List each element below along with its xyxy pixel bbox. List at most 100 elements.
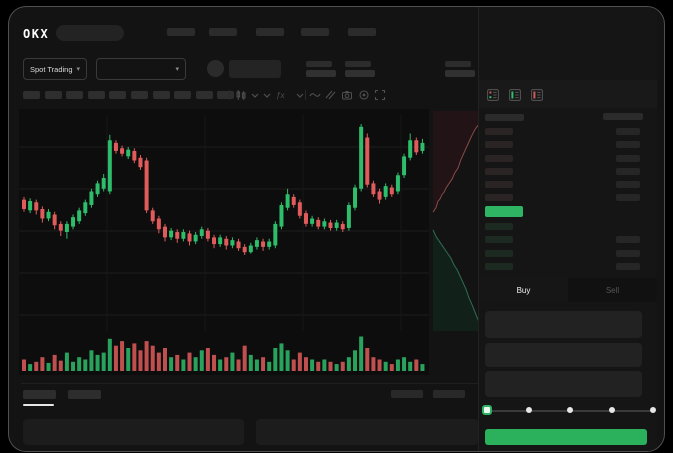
toolbar-item-placeholder[interactable] <box>44 91 62 99</box>
nav-item-placeholder[interactable] <box>167 28 195 36</box>
bottom-panel <box>256 419 478 445</box>
amount-placeholder <box>616 154 640 162</box>
toolbar-item-placeholder[interactable] <box>131 91 148 99</box>
coin-avatar <box>207 60 224 77</box>
orderbook-bid-row[interactable] <box>485 236 640 244</box>
market-stat <box>306 61 340 77</box>
price-placeholder <box>485 141 513 149</box>
price-input[interactable] <box>485 311 642 338</box>
settings-icon[interactable] <box>358 89 370 101</box>
slider-stop-dot[interactable] <box>608 407 615 413</box>
orderbook-toolbar <box>479 80 657 108</box>
volume-svg <box>22 336 425 371</box>
buy-submit-button[interactable] <box>485 429 647 445</box>
orderbook-bid-row[interactable] <box>485 262 640 270</box>
candlestick-svg <box>19 115 429 331</box>
app-window: OKX Spot Trading ▾ ▾ ƒx <box>8 6 665 452</box>
orderbook-bids-view-icon[interactable] <box>509 89 521 101</box>
orderbook-ask-row[interactable] <box>485 194 640 202</box>
amount-placeholder <box>616 249 640 257</box>
wave-icon[interactable] <box>309 89 321 101</box>
toolbar-item-placeholder[interactable] <box>195 91 213 99</box>
search-input[interactable] <box>56 25 124 41</box>
bottom-tab-placeholder[interactable] <box>68 390 101 399</box>
chevron-down-icon[interactable] <box>249 89 261 101</box>
price-placeholder <box>485 181 513 189</box>
toolbar-item-placeholder[interactable] <box>152 91 170 99</box>
amount-placeholder <box>616 262 640 270</box>
orderbook-bids <box>485 223 640 270</box>
market-stat <box>345 61 379 77</box>
bottom-action-placeholder[interactable] <box>433 390 465 398</box>
orderbook-ask-row[interactable] <box>485 154 640 162</box>
toolbar-divider <box>305 90 306 100</box>
nav-item-placeholder[interactable] <box>209 28 237 36</box>
chevron-down-icon[interactable] <box>294 89 306 101</box>
orderbook-combined-view-icon[interactable] <box>487 89 499 101</box>
nav-item-placeholder[interactable] <box>348 28 376 36</box>
nav-item-placeholder[interactable] <box>301 28 329 36</box>
tab-buy[interactable]: Buy <box>479 278 568 302</box>
toolbar-item-placeholder[interactable] <box>109 91 127 99</box>
toolbar-item-placeholder[interactable] <box>87 91 105 99</box>
slider-stop-dot[interactable] <box>567 407 573 413</box>
price-placeholder <box>485 128 513 135</box>
orderbook-ask-row[interactable] <box>485 128 640 135</box>
amount-placeholder <box>616 236 640 244</box>
price-placeholder <box>485 194 513 202</box>
orderbook-ask-row[interactable] <box>485 141 640 149</box>
price-placeholder <box>485 236 513 244</box>
panel-divider <box>478 7 479 451</box>
price-placeholder <box>485 262 513 270</box>
orderbook-bid-row[interactable] <box>485 223 640 230</box>
chevron-down-icon: ▾ <box>175 65 179 73</box>
active-tab-underline <box>23 404 54 406</box>
slider-stop-dot[interactable] <box>650 407 656 413</box>
orderbook-bid-row[interactable] <box>485 249 640 257</box>
trade-mode-dropdown[interactable]: Spot Trading ▾ <box>23 58 87 80</box>
toolbar-item-placeholder[interactable] <box>66 91 84 99</box>
amount-placeholder <box>616 181 640 189</box>
pair-dropdown[interactable]: ▾ <box>96 58 186 80</box>
amount-placeholder <box>616 194 640 202</box>
price-placeholder <box>485 154 513 162</box>
right-panel: Buy Sell <box>479 7 657 451</box>
total-input[interactable] <box>485 371 642 397</box>
trade-mode-label: Spot Trading <box>30 64 73 74</box>
nav-item-placeholder[interactable] <box>256 28 284 36</box>
amount-input[interactable] <box>485 343 642 367</box>
price-chart[interactable] <box>19 109 429 335</box>
okx-logo[interactable]: OKX <box>23 27 50 41</box>
price-placeholder <box>485 223 513 230</box>
amount-placeholder <box>616 141 640 149</box>
bottom-tab-active-placeholder[interactable] <box>23 390 56 399</box>
orderbook-ask-row[interactable] <box>485 167 640 175</box>
candle-type-icon[interactable] <box>235 89 247 101</box>
camera-icon[interactable] <box>341 89 353 101</box>
pair-name-placeholder <box>229 60 281 78</box>
toolbar-item-placeholder[interactable] <box>23 91 40 99</box>
fullscreen-icon[interactable] <box>374 89 386 101</box>
price-placeholder <box>485 249 513 257</box>
amount-placeholder <box>616 128 640 135</box>
indicators-fx-icon[interactable]: ƒx <box>276 91 285 100</box>
orderbook-ask-row[interactable] <box>485 181 640 189</box>
tab-sell[interactable]: Sell <box>568 278 657 302</box>
toolbar-divider <box>229 90 230 100</box>
slider-stop-dot[interactable] <box>525 407 532 413</box>
orderbook-asks-view-icon[interactable] <box>531 89 543 101</box>
bottom-action-placeholder[interactable] <box>391 390 423 398</box>
price-placeholder <box>485 167 513 175</box>
slider-handle[interactable] <box>482 405 492 415</box>
chevron-down-icon[interactable] <box>261 89 273 101</box>
amount-placeholder <box>616 167 640 175</box>
volume-chart[interactable] <box>19 335 429 375</box>
section-divider <box>21 383 479 384</box>
chevron-down-icon: ▾ <box>76 65 80 73</box>
bottom-panel <box>23 419 244 445</box>
toolbar-item-placeholder[interactable] <box>217 91 235 99</box>
last-price-badge[interactable] <box>485 206 523 217</box>
toolbar-item-placeholder[interactable] <box>174 91 192 99</box>
depth-chart[interactable] <box>429 111 480 331</box>
compare-icon[interactable] <box>324 89 336 101</box>
